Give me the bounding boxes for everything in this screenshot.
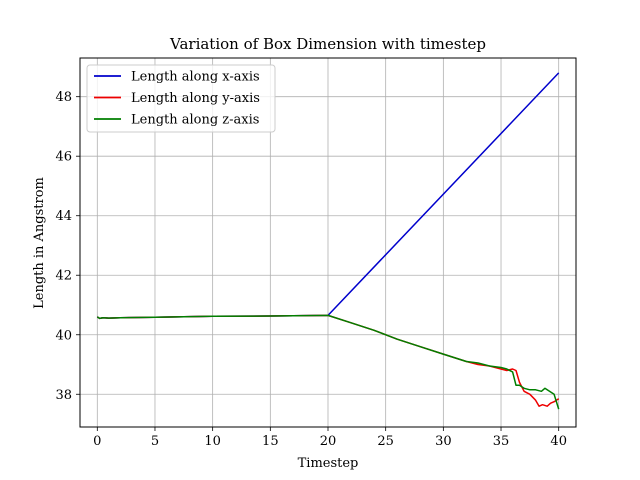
- x-tick-label: 30: [435, 434, 452, 449]
- legend: Length along x-axis Length along y-axis Le…: [86, 64, 276, 133]
- y-tick-label: 48: [55, 90, 72, 105]
- y-tick-label: 40: [55, 328, 72, 343]
- series-line-3: [96, 314, 560, 410]
- legend-entry-label: Length along z-axis: [131, 113, 259, 128]
- y-tick-label: 44: [55, 209, 72, 224]
- legend-box: [86, 64, 276, 133]
- x-tick-label: 15: [262, 434, 279, 449]
- legend-entry-label: Length along x-axis: [131, 70, 260, 85]
- y-tick-label: 42: [55, 269, 72, 284]
- series-lines: [96, 72, 560, 410]
- grid: [80, 58, 576, 427]
- x-tick-label: 10: [204, 434, 221, 449]
- y-tick-label: 38: [55, 388, 72, 403]
- x-tick-label: 20: [320, 434, 337, 449]
- y-tick-label: 46: [55, 150, 72, 165]
- x-tick-label: 25: [377, 434, 394, 449]
- ticks: 0 5 10 15 20 25 30 35 40 38 40 42 44 46 48: [55, 90, 567, 449]
- y-axis-label: Length in Angstrom: [32, 177, 47, 309]
- x-tick-label: 40: [550, 434, 567, 449]
- chart-title: Variation of Box Dimension with timestep: [169, 35, 486, 53]
- legend-entry-label: Length along y-axis: [131, 91, 260, 106]
- x-tick-label: 35: [493, 434, 510, 449]
- x-tick-label: 5: [151, 434, 159, 449]
- x-axis-label: Timestep: [298, 456, 359, 471]
- x-tick-label: 0: [93, 434, 101, 449]
